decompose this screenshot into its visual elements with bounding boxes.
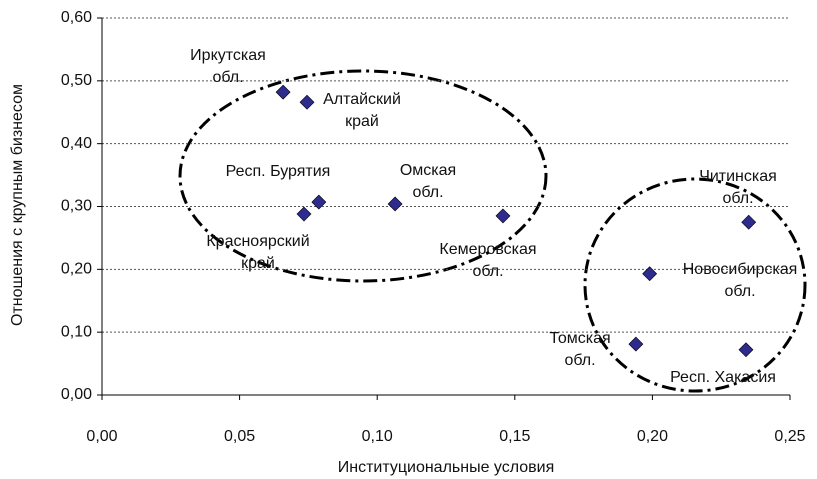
point-label: Новосибирская [683, 261, 798, 278]
cluster-ellipse [178, 69, 548, 283]
x-tick-label: 0,15 [499, 428, 530, 445]
y-tick-label: 0,50 [61, 72, 92, 89]
point [275, 84, 291, 100]
point [642, 266, 658, 282]
x-tick-label: 0,25 [774, 428, 805, 445]
point-label: край [241, 255, 275, 272]
point-label: Красноярский [206, 233, 309, 250]
y-tick-label: 0,40 [61, 135, 92, 152]
point-label: обл. [564, 352, 595, 369]
point-label: обл. [722, 190, 753, 207]
point [387, 196, 403, 212]
point-label: обл. [472, 263, 503, 280]
point-label: Алтайский [323, 91, 401, 108]
x-axis-label: Институциональные условия [338, 459, 555, 476]
point-label: Томская [549, 330, 610, 347]
point-label: Иркутская [190, 47, 266, 64]
point-label: Кемеровская [439, 241, 536, 258]
point [738, 342, 754, 358]
point [311, 194, 327, 210]
y-tick-label: 0,30 [61, 198, 92, 215]
point-label: обл. [724, 283, 755, 300]
point-label: Респ. Хакасия [670, 369, 776, 386]
cluster-ellipse [583, 177, 807, 393]
point [628, 336, 644, 352]
point-label: обл. [412, 184, 443, 201]
y-tick-label: 0,00 [61, 386, 92, 403]
x-tick-label: 0,05 [224, 428, 255, 445]
point-label: Респ. Бурятия [226, 163, 331, 180]
y-tick-label: 0,60 [61, 9, 92, 26]
point [741, 214, 757, 230]
point-label: край [345, 113, 379, 130]
x-tick-label: 0,20 [637, 428, 668, 445]
y-axis-label: Отношения с крупным бизнесом [9, 84, 26, 326]
point-label: обл. [212, 69, 243, 86]
point [296, 206, 312, 222]
point-label: Омская [400, 162, 456, 179]
y-tick-label: 0,10 [61, 323, 92, 340]
point-label: Читинская [699, 168, 777, 185]
point [299, 94, 315, 110]
x-tick-label: 0,10 [362, 428, 393, 445]
y-tick-label: 0,20 [61, 261, 92, 278]
point [495, 208, 511, 224]
x-tick-label: 0,00 [86, 428, 117, 445]
